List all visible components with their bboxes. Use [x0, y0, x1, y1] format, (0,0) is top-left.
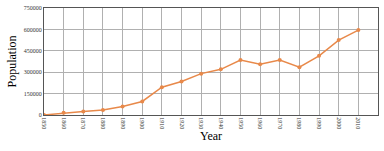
- svg-text:1880: 1880: [100, 117, 106, 129]
- svg-text:1980: 1980: [296, 117, 302, 129]
- svg-text:1920: 1920: [179, 117, 185, 129]
- svg-text:Year: Year: [200, 129, 222, 143]
- svg-text:1860: 1860: [61, 117, 67, 129]
- svg-text:450000: 450000: [24, 48, 42, 54]
- svg-text:1900: 1900: [139, 117, 145, 129]
- svg-text:750000: 750000: [24, 5, 42, 11]
- svg-text:1990: 1990: [316, 117, 322, 129]
- svg-text:2000: 2000: [336, 117, 342, 129]
- svg-text:600000: 600000: [24, 27, 42, 33]
- svg-text:Population: Population: [5, 35, 19, 87]
- svg-text:0: 0: [39, 112, 42, 118]
- svg-text:1870: 1870: [80, 117, 86, 129]
- svg-text:150000: 150000: [24, 91, 42, 97]
- svg-text:1850: 1850: [41, 117, 47, 129]
- svg-text:1960: 1960: [257, 117, 263, 129]
- svg-text:1970: 1970: [277, 117, 283, 129]
- svg-text:2010: 2010: [355, 117, 361, 129]
- svg-text:1890: 1890: [120, 117, 126, 129]
- svg-text:300000: 300000: [24, 69, 42, 75]
- svg-text:1940: 1940: [218, 117, 224, 129]
- svg-text:1930: 1930: [198, 117, 204, 129]
- svg-text:1910: 1910: [159, 117, 165, 129]
- svg-text:1950: 1950: [238, 117, 244, 129]
